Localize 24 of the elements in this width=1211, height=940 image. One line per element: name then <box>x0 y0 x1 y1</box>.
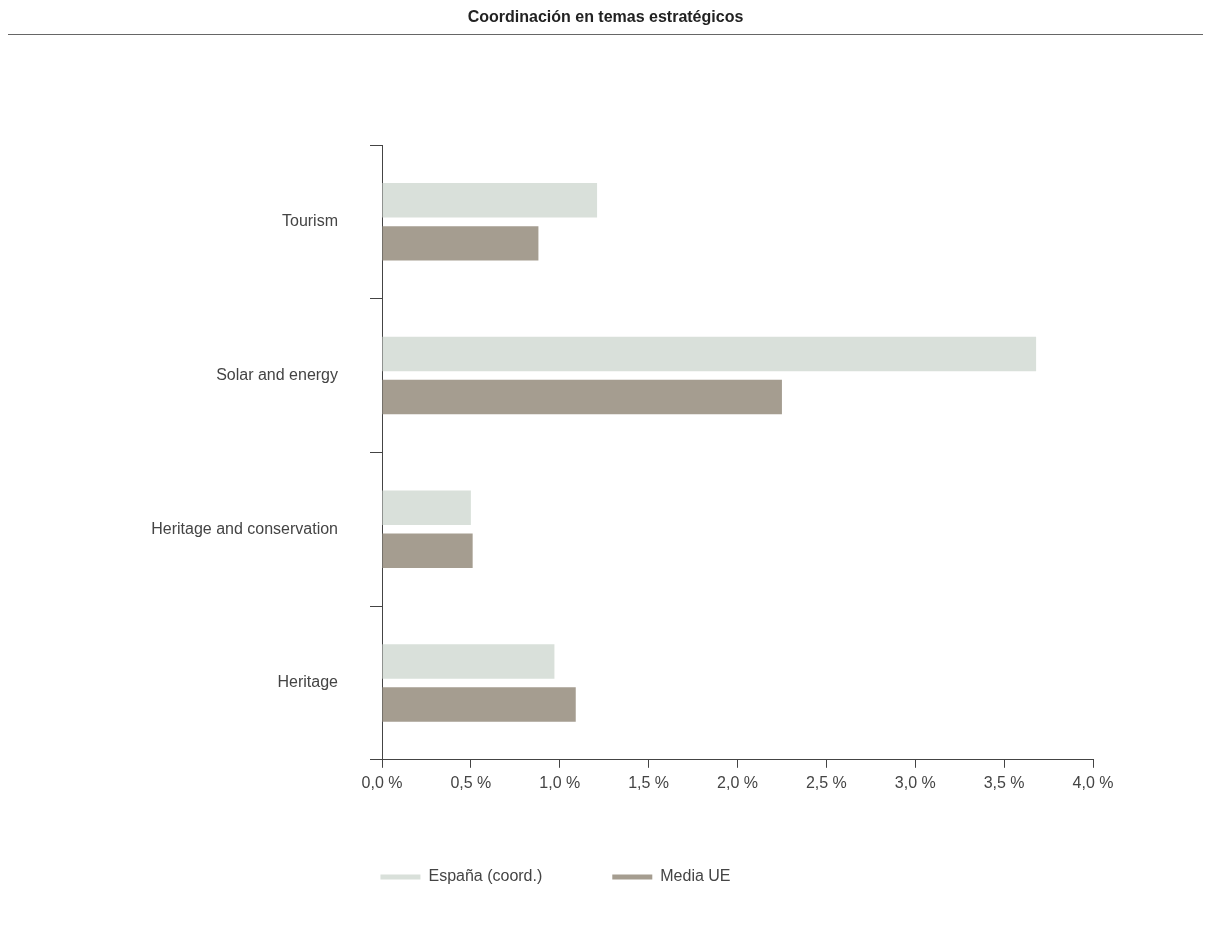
bar <box>382 490 471 525</box>
x-tick-label: 2,0 % <box>717 773 758 791</box>
x-tick-label: 4,0 % <box>1072 773 1114 791</box>
bar <box>382 336 1037 372</box>
chart-title: Coordinación en temas estratégicos <box>8 8 1203 35</box>
y-tick-label: Heritage and conservation <box>151 519 338 537</box>
bar <box>382 687 576 722</box>
bar <box>382 183 598 218</box>
x-tick-label: 1,5 % <box>628 773 670 791</box>
legend-label: Media UE <box>660 867 731 885</box>
x-tick-label: 0,0 % <box>361 773 403 791</box>
x-tick-label: 3,0 % <box>894 773 936 791</box>
y-tick-label: Tourism <box>281 212 338 230</box>
y-tick-label: Heritage <box>277 673 339 691</box>
x-tick-label: 0,5 % <box>450 773 492 791</box>
y-tick-label: Solar and energy <box>216 365 338 383</box>
bar <box>382 644 555 679</box>
legend-label: España (coord.) <box>428 867 543 885</box>
x-tick-label: 2,5 % <box>805 773 847 791</box>
bar <box>382 379 782 415</box>
x-tick-label: 1,0 % <box>539 773 581 791</box>
bar <box>382 533 473 568</box>
bar <box>382 226 539 261</box>
x-tick-label: 3,5 % <box>983 773 1025 791</box>
